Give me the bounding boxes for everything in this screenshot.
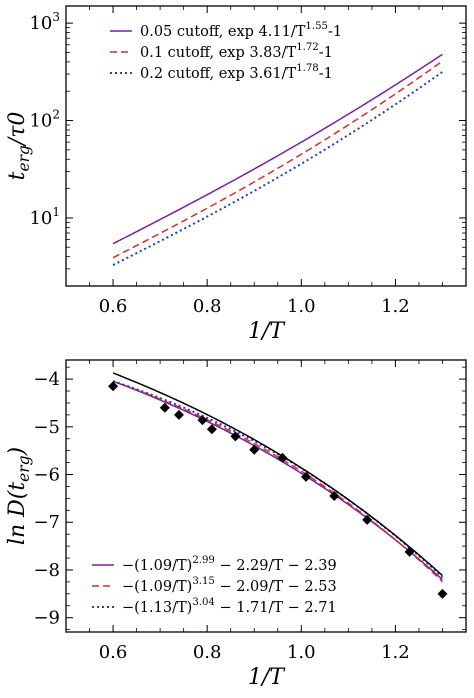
data-point	[206, 424, 217, 435]
data-point	[197, 415, 208, 426]
x-tick-label: 1.2	[381, 296, 410, 317]
chart-panel-2: 0.6 0.8 1.0 1.2 −9 −8 −7 −6 −5 −4 1/T ln D(terg) −(1…	[5, 359, 467, 690]
y-tick-label: −6	[33, 465, 60, 486]
data-point	[404, 546, 415, 557]
series-line-2	[112, 380, 443, 583]
data-point	[173, 409, 184, 420]
data-point	[108, 381, 119, 392]
legend: 0.05 cutoff, exp 4.11/T1.55-1 0.1 cutoff,…	[110, 21, 342, 82]
series-line-3	[112, 71, 444, 266]
series-line-3	[112, 380, 444, 578]
data-point	[329, 491, 340, 501]
data-point	[230, 431, 241, 442]
plot-frame	[65, 5, 467, 287]
x-tick-label: 1.0	[287, 296, 316, 317]
series-line-4	[112, 372, 443, 577]
series-line-1	[112, 53, 443, 245]
plot-frame	[65, 359, 467, 633]
legend-entry: 0.1 cutoff, exp 3.83/T1.72-1	[140, 42, 333, 61]
legend-entry: −(1.09/T)2.99 − 2.29/T − 2.39	[122, 555, 337, 574]
data-point	[159, 402, 170, 413]
x-axis-label: 1/T	[248, 319, 286, 344]
y-tick-label: 101	[29, 205, 60, 229]
data-point	[277, 452, 288, 463]
data-point	[437, 588, 448, 599]
series-group	[112, 53, 444, 266]
legend-entry: 0.05 cutoff, exp 4.11/T1.55-1	[140, 21, 342, 40]
y-tick-label: −8	[33, 560, 60, 581]
y-tick-label: 103	[29, 10, 60, 34]
x-tick-label: 0.8	[193, 296, 222, 317]
legend-entry: 0.2 cutoff, exp 3.61/T1.78-1	[140, 63, 333, 82]
x-tick-label: 0.8	[193, 642, 222, 663]
series-line-2	[112, 60, 443, 259]
data-point	[249, 444, 260, 455]
y-axis-label: terg/τ0	[5, 112, 33, 181]
series-group	[112, 372, 444, 583]
series-line-1	[112, 380, 443, 581]
legend-entry: −(1.09/T)3.15 − 2.09/T − 2.53	[122, 576, 337, 595]
x-tick-label: 1.2	[381, 642, 410, 663]
x-tick-label: 0.6	[99, 642, 128, 663]
y-tick-label: 102	[29, 108, 60, 132]
y-tick-label: −9	[33, 608, 60, 629]
legend-entry: −(1.13/T)3.04 − 1.71/T − 2.71	[122, 597, 337, 616]
data-point	[301, 471, 311, 482]
y-tick-label: −4	[33, 369, 60, 390]
x-tick-label: 1.0	[287, 642, 316, 663]
y-tick-label: −7	[33, 512, 60, 533]
x-axis-label: 1/T	[248, 665, 286, 690]
legend: −(1.09/T)2.99 − 2.29/T − 2.39 −(1.09/T)3.…	[92, 555, 337, 616]
y-axis-label: ln D(terg)	[5, 447, 33, 545]
data-points	[108, 381, 448, 599]
x-tick-label: 0.6	[99, 296, 128, 317]
chart-panel-1: 0.6 0.8 1.0 1.2 101 102 103 1/T terg/τ0 0.05 cuto…	[5, 5, 467, 344]
y-tick-label: −5	[33, 417, 60, 438]
data-point	[362, 514, 373, 525]
